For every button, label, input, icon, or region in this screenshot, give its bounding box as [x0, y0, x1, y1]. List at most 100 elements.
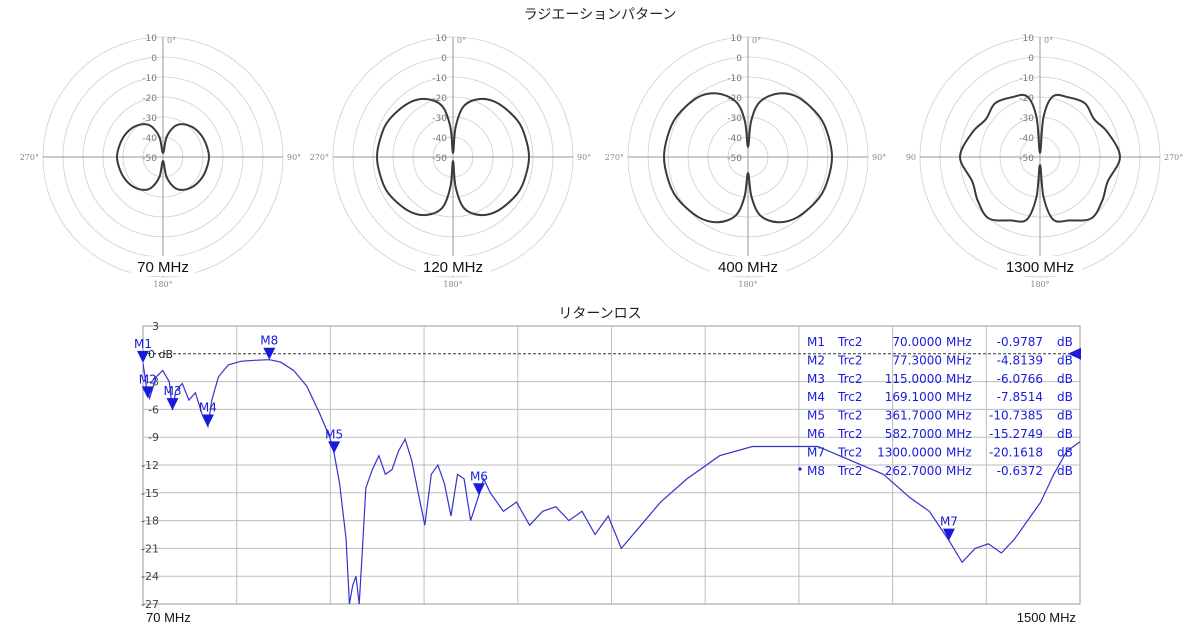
marker-label-m4: M4 — [199, 401, 217, 415]
polar-angle-label-bottom: 180° — [1030, 280, 1049, 289]
polar-angle-label-right: 90° — [872, 153, 886, 162]
marker-label-m3: M3 — [163, 384, 181, 398]
marker-table-unit: MHz — [946, 445, 972, 459]
polar-radial-tick-label: -20 — [727, 94, 742, 104]
marker-table-trace: Trc2 — [837, 335, 862, 349]
marker-triangle-m2 — [141, 386, 154, 399]
polar-angle-label-left: 270° — [310, 153, 329, 162]
x-start-label: 70 MHz — [146, 610, 191, 625]
y-tick-label: -18 — [141, 515, 159, 528]
polar-radial-tick-label: 10 — [146, 34, 158, 44]
polar-caption-bg — [998, 256, 1082, 276]
polar-radial-tick-label: -10 — [142, 74, 157, 84]
polar-pattern-curve — [115, 123, 211, 191]
marker-table-trace: Trc2 — [837, 445, 862, 459]
polar-frequency-caption: 70 MHz — [137, 259, 189, 276]
polar-caption-bg — [415, 256, 491, 276]
return-loss-grid — [142, 325, 1081, 605]
x-end-label: 1500 MHz — [1017, 610, 1076, 625]
marker-table-label: M8 — [807, 464, 825, 478]
marker-triangle-m8 — [263, 347, 276, 360]
polar-radial-tick-label: 0 — [736, 54, 742, 64]
marker-table-unit: MHz — [946, 335, 972, 349]
marker-label-m6: M6 — [470, 469, 488, 483]
marker-table-frequency: 582.7000 — [885, 427, 942, 441]
polar-angle-label-bottom: 180° — [738, 280, 757, 289]
polar-radial-tick-label: -40 — [432, 134, 447, 144]
polar-frequency-caption: 1300 MHz — [1006, 259, 1074, 276]
marker-table-value: -4.8139 — [997, 353, 1043, 367]
marker-table-label: M6 — [807, 427, 825, 441]
marker-table-label: M4 — [807, 390, 825, 404]
marker-label-m8: M8 — [260, 334, 278, 348]
marker-label-m5: M5 — [325, 427, 343, 441]
return-loss-title: リターンロス — [558, 306, 642, 322]
marker-triangle-m7 — [942, 528, 955, 541]
polar-angle-label-left: 270° — [605, 153, 624, 162]
polar-angle-label-top: 0° — [752, 36, 761, 45]
marker-table-trace: Trc2 — [837, 464, 862, 478]
marker-table-frequency: 70.0000 — [892, 335, 942, 349]
marker-table-value: -15.2749 — [989, 427, 1043, 441]
marker-table-value: -7.8514 — [997, 390, 1043, 404]
marker-table-trace: Trc2 — [837, 409, 862, 423]
y-tick-label: -15 — [141, 487, 159, 500]
polar-angle-label-left: 270° — [20, 153, 39, 162]
marker-table-label: M2 — [807, 353, 825, 367]
reference-marker-arrow — [1068, 347, 1081, 360]
marker-table-frequency: 262.7000 — [885, 464, 942, 478]
marker-triangle-m6 — [472, 483, 485, 496]
marker-table-frequency: 361.7000 — [885, 409, 942, 423]
polar-radial-tick-label: 10 — [731, 34, 743, 44]
polar-angle-label-top: 0° — [457, 36, 466, 45]
polar-radial-tick-label: -20 — [432, 94, 447, 104]
marker-table-label: M3 — [807, 372, 825, 386]
polar-radial-tick-label: -40 — [142, 134, 157, 144]
return-loss-trace — [143, 359, 1080, 604]
marker-table-trace: Trc2 — [837, 372, 862, 386]
active-marker-dot — [798, 467, 802, 471]
polar-radial-tick-label: 10 — [436, 34, 448, 44]
marker-triangle-m5 — [328, 441, 341, 454]
marker-table-label: M7 — [807, 445, 825, 459]
polar-caption-bg — [710, 256, 786, 276]
marker-label-m2: M2 — [139, 372, 157, 386]
marker-table-label: M1 — [807, 335, 825, 349]
y-tick-label: -3 — [148, 376, 159, 389]
marker-table-db: dB — [1057, 335, 1073, 349]
marker-table-unit: MHz — [946, 390, 972, 404]
y-tick-label: -27 — [141, 598, 159, 611]
y-tick-label: -6 — [148, 403, 159, 416]
marker-table-trace: Trc2 — [837, 427, 862, 441]
polar-radial-tick-label: 0 — [151, 54, 157, 64]
marker-label-m1: M1 — [134, 337, 152, 351]
polar-chart-2: 10 0 -10 -20 -30 -40 -50 0° 90° 180° 270° 120 MHz — [310, 34, 591, 289]
marker-table-db: dB — [1057, 353, 1073, 367]
polar-radial-tick-label: -30 — [142, 114, 157, 124]
marker-table-unit: MHz — [946, 464, 972, 478]
marker-triangle-m4 — [201, 414, 214, 427]
polar-radial-tick-label: -50 — [432, 154, 447, 164]
polar-chart-4: 10 0 -10 -20 -30 -40 -50 0° 270° 180° 90 1300 MHz — [906, 34, 1183, 289]
marker-triangle-m1 — [137, 350, 149, 363]
polar-angle-label-bottom: 180° — [153, 280, 172, 289]
polar-frequency-caption: 120 MHz — [423, 259, 483, 276]
polar-angle-label-bottom: 180° — [443, 280, 462, 289]
polar-radial-tick-label: -40 — [1019, 134, 1034, 144]
polar-radial-tick-label: -10 — [432, 74, 447, 84]
marker-table-value: -0.9787 — [997, 335, 1043, 349]
marker-table-unit: MHz — [946, 427, 972, 441]
polar-pattern-curve — [958, 93, 1122, 223]
polar-charts: 10 0 -10 -20 -30 -40 -50 0° 90° 180° 270° 70 MHz 10 0… — [20, 34, 1184, 289]
polar-angle-label-right: 270° — [1164, 153, 1183, 162]
polar-caption-bg — [130, 256, 196, 276]
marker-table-value: -20.1618 — [989, 445, 1043, 459]
marker-table-db: dB — [1057, 390, 1073, 404]
reference-label: 0 dB — [148, 348, 173, 361]
y-tick-label: -12 — [141, 459, 159, 472]
marker-triangle-m3 — [166, 398, 179, 411]
marker-table-db: dB — [1057, 372, 1073, 386]
y-tick-label: -9 — [148, 431, 159, 444]
polar-radial-tick-label: -30 — [1019, 114, 1034, 124]
